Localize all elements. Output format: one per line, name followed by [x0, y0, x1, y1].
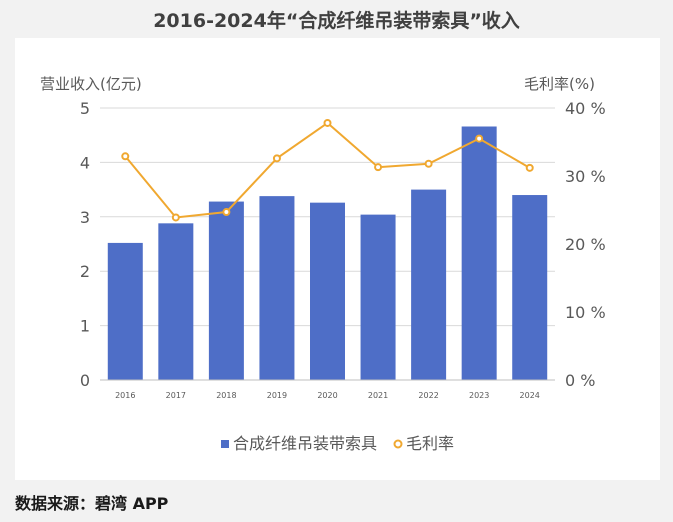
legend: 合成纤维吊装带索具 毛利率: [221, 434, 454, 453]
legend-swatch-bar: [221, 440, 229, 448]
bar-2019: [259, 196, 295, 380]
margin-point-2016: [121, 152, 130, 161]
y-tick-label: 0: [80, 371, 90, 390]
margin-point-2019: [272, 154, 281, 163]
chart-title: 2016-2024年“合成纤维吊装带索具”收入: [153, 10, 520, 32]
margin-point-2017: [171, 213, 180, 222]
bar-2017: [158, 223, 194, 380]
margin-point-2021: [374, 163, 383, 172]
margin-point-2024: [525, 163, 534, 172]
bar-2016: [107, 242, 143, 380]
x-tick-label: 2022: [418, 391, 438, 400]
y2-tick-label: 30 %: [565, 167, 606, 186]
data-source: 数据来源：碧湾 APP: [15, 494, 169, 513]
legend-entry-margin: 毛利率: [406, 434, 454, 453]
x-tick-label: 2018: [216, 391, 236, 400]
margin-point-2020: [323, 118, 332, 127]
y-tick-label: 2: [80, 262, 90, 281]
bar-2021: [360, 214, 396, 380]
x-tick-label: 2023: [469, 391, 489, 400]
x-tick-label: 2021: [368, 391, 388, 400]
legend-swatch-line: [393, 439, 403, 449]
line-series: [121, 118, 534, 222]
x-tick-label: 2017: [166, 391, 186, 400]
y2-tick-label: 20 %: [565, 235, 606, 254]
combo-chart: 0 1 2 3 4 5 0 % 10 % 20 % 30 % 40 % 2016 2017 2018 201…: [40, 75, 606, 453]
bar-series: [107, 126, 548, 380]
x-tick-label: 2019: [267, 391, 287, 400]
y-tick-label: 4: [80, 153, 90, 172]
chart-panel: 0 1 2 3 4 5 0 % 10 % 20 % 30 % 40 % 2016 2017 2018 201…: [15, 38, 660, 480]
margin-point-2022: [424, 159, 433, 168]
bar-2020: [310, 202, 345, 380]
legend-entry-revenue: 合成纤维吊装带索具: [233, 434, 377, 453]
margin-point-2023: [475, 134, 484, 143]
y2-tick-label: 40 %: [565, 99, 606, 118]
bar-2018: [208, 201, 244, 380]
bar-2022: [411, 189, 447, 380]
axes: 0 1 2 3 4 5 0 % 10 % 20 % 30 % 40 % 2016 2017 2018 201…: [80, 99, 606, 400]
y-tick-label: 1: [80, 317, 90, 336]
bar-2024: [512, 195, 548, 380]
y-tick-label: 3: [80, 208, 90, 227]
x-tick-label: 2024: [520, 391, 540, 400]
x-tick-label: 2020: [317, 391, 337, 400]
margin-point-2018: [222, 208, 231, 217]
y2-axis-label: 毛利率(%): [524, 75, 595, 93]
y2-tick-label: 0 %: [565, 371, 595, 390]
y-tick-label: 5: [80, 99, 90, 118]
y-axis-label: 营业收入(亿元): [40, 75, 142, 93]
x-tick-label: 2016: [115, 391, 135, 400]
bar-2023: [461, 126, 497, 380]
y2-tick-label: 10 %: [565, 303, 606, 322]
